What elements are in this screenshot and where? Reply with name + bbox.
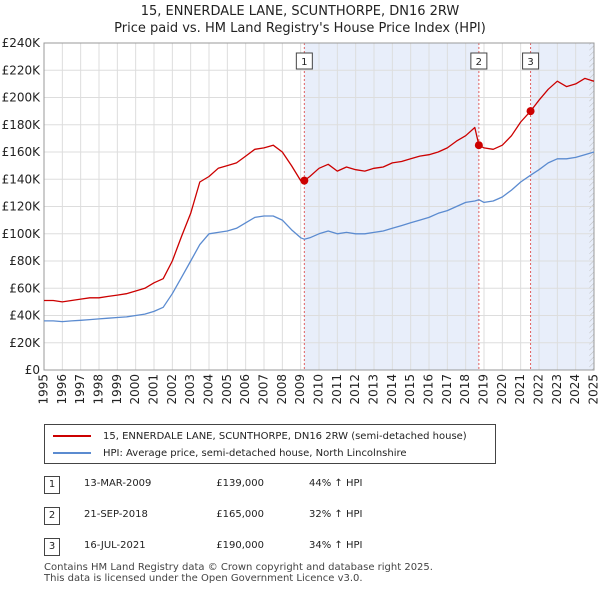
transaction-date: 16-JUL-2021 (84, 540, 146, 551)
x-tick-label: 2007 (257, 374, 271, 405)
y-tick-label: £160K (2, 145, 42, 159)
transaction-date: 21-SEP-2018 (84, 509, 148, 520)
y-tick-label: £0 (25, 363, 40, 377)
sale-marker-box (470, 52, 488, 70)
sale-marker-point (474, 141, 483, 150)
transaction-date: 13-MAR-2009 (84, 478, 152, 489)
x-tick-label: 2023 (550, 374, 564, 405)
legend-swatch-property (53, 435, 91, 437)
x-tick-label: 1995 (37, 374, 51, 405)
x-tick-label: 2020 (495, 374, 509, 405)
x-tick-label: 2000 (128, 374, 142, 405)
x-tick-label: 2014 (385, 374, 399, 405)
x-tick-label: 2011 (330, 374, 344, 405)
y-tick-label: £220K (2, 63, 42, 77)
x-tick-label: 2024 (568, 374, 582, 405)
y-tick-label: £240K (2, 36, 42, 50)
y-tick-label: £100K (2, 227, 42, 241)
x-tick-label: 2005 (220, 374, 234, 405)
y-tick-label: £20K (9, 336, 41, 350)
y-tick-label: £200K (2, 91, 42, 105)
x-tick-label: 1996 (55, 374, 69, 405)
x-tick-label: 1997 (73, 374, 87, 405)
x-tick-label: 2018 (458, 374, 472, 405)
x-tick-label: 2016 (422, 374, 436, 405)
y-tick-label: £120K (2, 200, 42, 214)
x-tick-label: 2006 (238, 374, 252, 405)
transaction-hpi: 44% ↑ HPI (309, 478, 363, 489)
sale-marker-label: 2 (476, 57, 482, 68)
y-tick-label: £60K (9, 281, 41, 295)
x-tick-label: 2021 (513, 374, 527, 405)
footer-licence: This data is licensed under the Open Gov… (44, 573, 363, 584)
transaction-hpi: 32% ↑ HPI (309, 509, 363, 520)
legend-label-hpi: HPI: Average price, semi-detached house,… (103, 447, 407, 459)
chart-title: 15, ENNERDALE LANE, SCUNTHORPE, DN16 2RW (140, 4, 460, 19)
x-tick-label: 2002 (165, 374, 179, 405)
x-tick-label: 2009 (293, 374, 307, 405)
y-tick-label: £40K (9, 309, 41, 323)
x-tick-label: 2012 (348, 374, 362, 405)
price-chart: 1 2 3 £0 £20K £40K £60K £80K £100K £120K £140K £160… (2, 36, 600, 405)
chart-subtitle: Price paid vs. HM Land Registry's House … (114, 21, 486, 36)
legend: 15, ENNERDALE LANE, SCUNTHORPE, DN16 2RW… (44, 424, 496, 464)
x-tick-label: 2004 (202, 374, 216, 405)
hpi-line (44, 151, 595, 323)
legend-label-property: 15, ENNERDALE LANE, SCUNTHORPE, DN16 2RW… (103, 430, 467, 442)
sale-marker-label: 3 (527, 57, 533, 68)
x-tick-label: 2022 (532, 374, 546, 405)
y-tick-label: £180K (2, 118, 42, 132)
sale-marker-point (300, 176, 309, 185)
y-tick-label: £80K (9, 254, 41, 268)
x-tick-label: 2008 (275, 374, 289, 405)
plot-area (43, 42, 595, 371)
x-tick-label: 2015 (403, 374, 417, 405)
transaction-number: 3 (44, 538, 60, 556)
legend-item-property: 15, ENNERDALE LANE, SCUNTHORPE, DN16 2RW… (53, 428, 467, 444)
x-tick-label: 2025 (587, 374, 600, 405)
transaction-number: 1 (44, 476, 60, 494)
transaction-price: £165,000 (216, 509, 264, 520)
x-tick-label: 1998 (92, 374, 106, 405)
sale-marker-point (526, 107, 535, 116)
property-price-line (44, 77, 595, 303)
x-tick-label: 1999 (110, 374, 124, 405)
y-tick-label: £140K (2, 172, 42, 186)
legend-item-hpi: HPI: Average price, semi-detached house,… (53, 445, 407, 461)
x-tick-label: 2003 (183, 374, 197, 405)
x-tick-label: 2019 (477, 374, 491, 405)
footer-copyright: Contains HM Land Registry data © Crown c… (44, 562, 433, 573)
x-tick-label: 2013 (367, 374, 381, 405)
sale-marker-box (295, 52, 313, 70)
x-tick-label: 2010 (312, 374, 326, 405)
legend-swatch-hpi (53, 452, 91, 454)
transaction-hpi: 34% ↑ HPI (309, 540, 363, 551)
sale-marker-label: 1 (301, 57, 307, 68)
transaction-number: 2 (44, 507, 60, 525)
transaction-price: £139,000 (216, 478, 264, 489)
sale-marker-box (522, 52, 540, 70)
x-tick-label: 2001 (147, 374, 161, 405)
transaction-price: £190,000 (216, 540, 264, 551)
x-tick-label: 2017 (440, 374, 454, 405)
